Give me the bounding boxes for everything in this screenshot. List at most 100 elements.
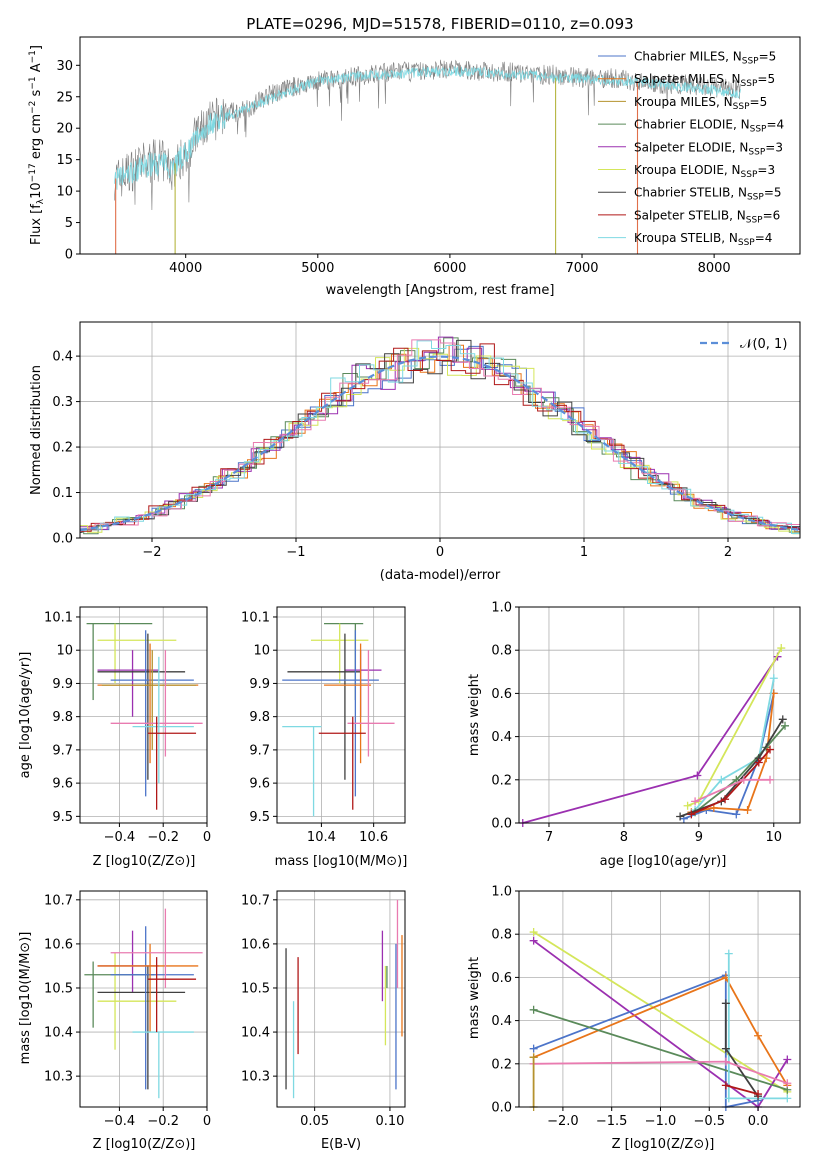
x-tick-label: 10	[765, 830, 782, 845]
x-tick-label: −1.0	[645, 1114, 677, 1129]
weight-vs-age-xlabel: age [log10(age/yr)]	[600, 854, 727, 869]
x-tick-label: −2.0	[547, 1114, 579, 1129]
legend-entry: Kroupa STELIB, NSSP=4	[634, 231, 772, 248]
gaussian-curve	[79, 355, 801, 532]
x-tick-label: 8000	[698, 261, 731, 276]
y-tick-label: 0.6	[491, 971, 512, 986]
y-tick-label: 0.3	[52, 395, 73, 410]
age-vs-z-plot: −0.4 −0.2 0 9.5 9.6 9.7 9.8 9.9 10 10.1	[44, 606, 211, 845]
mass-vs-z-plot: −0.4 −0.2 0 10.3 10.4 10.5 10.6 10.7	[44, 890, 211, 1129]
weight-point-marker	[778, 715, 787, 724]
x-tick-label: 0	[436, 545, 444, 560]
y-tick-label: 15	[56, 153, 73, 168]
y-tick-label: 0.4	[491, 730, 512, 745]
weight-series-line	[694, 725, 786, 813]
y-tick-label: 10.3	[241, 1070, 270, 1085]
plot-frame	[79, 36, 801, 255]
y-tick-label: 9.5	[52, 810, 73, 825]
weight-point-marker	[754, 1090, 763, 1099]
y-tick-label: 10.3	[44, 1070, 73, 1085]
x-tick-label: 0	[203, 830, 211, 845]
weight-vs-age-plot: 7 8 9 10 0.0 0.2 0.4 0.6 0.8 1.0	[491, 601, 801, 845]
weight-vs-z-plot: −2.0 −1.5 −1.0 −0.5 0.0 0.0 0.2 0.4 0.6 0.8 1.0	[491, 885, 801, 1129]
x-tick-label: 0.10	[375, 1114, 404, 1129]
x-tick-label: 2	[724, 545, 732, 560]
weight-point-marker	[721, 999, 730, 1008]
y-tick-label: 10.6	[44, 937, 73, 952]
x-tick-label: 7000	[565, 261, 598, 276]
y-tick-label: 1.0	[491, 885, 512, 900]
y-tick-label: 9.5	[249, 810, 270, 825]
weight-point-marker	[769, 674, 778, 683]
weight-point-marker	[683, 801, 692, 810]
x-tick-label: −0.5	[693, 1114, 725, 1129]
weight-series-line	[725, 1084, 759, 1095]
weight-series-line	[533, 931, 788, 1093]
mass-vs-ebv-plot: 0.05 0.10 10.3 10.4 10.5 10.6 10.7	[241, 890, 406, 1129]
spectrum-ylabel: Flux [fλ10−17 erg cm−2 s−1 A−1]	[28, 45, 46, 245]
weight-series-line	[724, 1003, 759, 1097]
x-tick-label: −0.2	[147, 830, 179, 845]
y-tick-label: 10.6	[241, 937, 270, 952]
weight-point-marker	[724, 1094, 733, 1103]
y-tick-label: 1.0	[491, 601, 512, 616]
weight-point-marker	[721, 1044, 730, 1053]
y-tick-label: 9.9	[249, 677, 270, 692]
legend-entry: Salpeter STELIB, NSSP=6	[634, 208, 780, 225]
y-tick-label: 0.8	[491, 928, 512, 943]
y-tick-label: 10.7	[241, 893, 270, 908]
y-tick-label: 30	[56, 59, 73, 74]
weight-point-marker	[743, 806, 752, 815]
y-tick-label: 9.6	[52, 777, 73, 792]
y-tick-label: 0.0	[491, 817, 512, 832]
y-tick-label: 0.0	[52, 532, 73, 547]
legend-entry: Salpeter MILES, NSSP=5	[634, 72, 775, 89]
y-tick-label: 10.1	[44, 610, 73, 625]
weight-series-line	[533, 973, 759, 1109]
weight-point-marker	[724, 949, 733, 958]
weight-point-marker	[721, 1081, 730, 1090]
weight-point-marker	[754, 758, 763, 767]
histogram-step	[80, 343, 800, 532]
weight-point-marker	[691, 797, 700, 806]
y-tick-label: 10	[253, 644, 270, 659]
weight-vs-z-xlabel: Z [log10(Z/Z⊙)]	[612, 1137, 715, 1152]
y-tick-label: 0.2	[52, 441, 73, 456]
weight-point-marker	[529, 936, 538, 945]
mass-vs-z-xlabel: Z [log10(Z/Z⊙)]	[93, 1137, 196, 1152]
mass-vs-ebv-xlabel: E(B-V)	[321, 1137, 361, 1152]
y-tick-label: 5	[65, 216, 73, 231]
plot-frame	[79, 606, 208, 824]
plot-frame	[276, 890, 406, 1108]
x-tick-label: −0.4	[104, 830, 136, 845]
x-tick-label: 10.4	[307, 830, 336, 845]
age-vs-z-xlabel: Z [log10(Z/Z⊙)]	[93, 854, 196, 869]
y-tick-label: 0.2	[491, 1057, 512, 1072]
mass-vs-z-ylabel: mass [log10(M/M⊙)]	[18, 932, 33, 1065]
weight-point-marker	[693, 771, 702, 780]
y-tick-label: 9.7	[249, 743, 270, 758]
weight-point-marker	[766, 775, 775, 784]
y-tick-label: 0.1	[52, 486, 73, 501]
y-tick-label: 20	[56, 122, 73, 137]
legend-entry: Chabrier MILES, NSSP=5	[634, 50, 776, 67]
y-tick-label: 10.5	[44, 981, 73, 996]
plot-frame	[276, 606, 406, 824]
y-tick-label: 10.1	[241, 610, 270, 625]
weight-point-marker	[739, 775, 748, 784]
y-tick-label: 0.2	[491, 773, 512, 788]
weight-point-marker	[783, 1079, 792, 1088]
weight-point-marker	[717, 775, 726, 784]
x-tick-label: −0.2	[147, 1114, 179, 1129]
x-tick-label: 8	[620, 830, 628, 845]
residuals-plot: −2 −1 0 1 2 0.0 0.1 0.2 0.3 0.4	[52, 321, 801, 560]
plot-frame	[518, 606, 801, 824]
y-tick-label: 10	[56, 644, 73, 659]
y-tick-label: 10.4	[241, 1026, 270, 1041]
residuals-legend-label: 𝒩(0, 1)	[740, 337, 787, 352]
weight-point-marker	[766, 745, 775, 754]
weight-point-marker	[781, 721, 790, 730]
residuals-ylabel: Normed distribution	[29, 365, 44, 495]
y-tick-label: 25	[56, 90, 73, 105]
